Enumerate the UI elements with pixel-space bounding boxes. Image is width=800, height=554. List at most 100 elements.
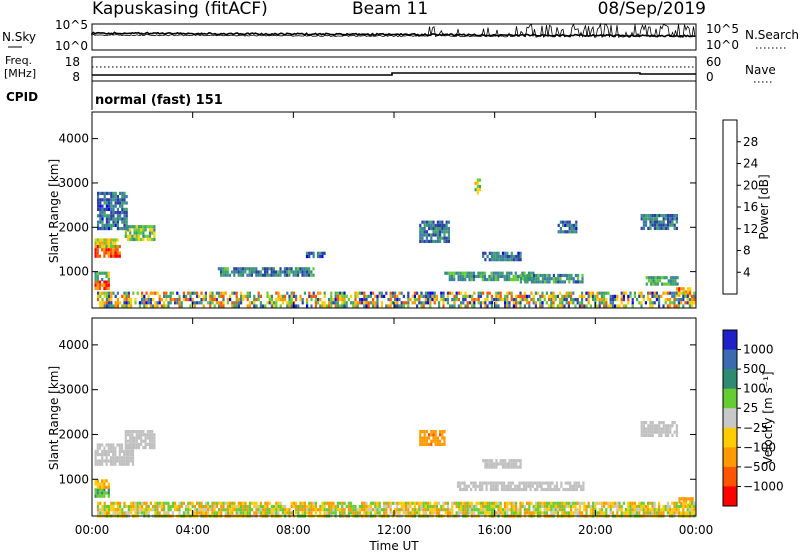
data-cell [565,504,568,509]
data-cell [125,301,128,305]
data-cell [367,511,370,515]
data-cell [661,282,664,286]
data-cell [367,504,370,509]
data-cell [455,504,458,509]
data-cell [180,501,183,505]
data-cell [428,433,431,437]
data-cell [132,508,135,512]
data-cell [242,511,245,515]
data-cell [655,298,658,302]
data-cell [422,511,425,515]
data-cell [103,504,106,509]
data-cell [246,304,249,308]
data-cell [259,501,262,505]
data-cell [538,481,541,485]
data-cell [686,504,689,509]
data-cell [453,274,456,278]
data-cell [508,254,511,259]
data-cell [314,504,317,509]
data-cell [107,459,110,463]
data-cell [129,453,132,457]
data-cell [557,277,560,281]
data-cell [288,273,291,277]
data-cell [651,508,654,512]
data-cell [689,497,692,501]
data-cell [378,508,381,512]
data-cell [108,508,111,512]
data-cell [466,301,469,305]
data-cell [121,211,124,215]
data-cell [457,298,460,302]
data-cell [541,304,544,308]
data-cell [464,511,467,515]
data-cell [176,504,179,509]
data-cell [583,504,586,509]
data-cell [97,195,100,199]
data-cell [215,301,218,305]
data-cell [248,270,251,274]
data-cell [131,433,134,437]
data-cell [211,301,214,305]
data-cell [101,244,104,248]
data-cell [446,294,449,298]
data-cell [141,511,144,515]
data-cell [541,277,544,281]
data-cell [277,294,280,298]
data-cell [321,304,324,308]
data-cell [244,504,247,509]
data-cell [105,238,108,242]
data-cell [400,508,403,512]
data-cell [116,251,119,255]
data-cell [633,508,636,512]
data-cell [430,239,433,243]
data-cell [532,301,535,305]
data-cell [142,433,145,437]
data-cell [136,504,139,509]
data-cell [642,424,645,428]
data-cell [444,501,447,505]
data-cell [135,430,138,434]
y-tick-label: 2000 [58,427,89,441]
data-cell [504,511,507,515]
data-cell [354,511,357,515]
data-cell [430,430,433,434]
data-cell [144,225,147,229]
data-cell [488,508,491,512]
data-cell [439,439,442,443]
data-cell [229,294,232,298]
data-cell [94,274,97,278]
data-cell [376,294,379,298]
data-cell [211,291,214,295]
data-cell [530,271,533,275]
data-cell [438,304,441,308]
data-cell [492,484,495,488]
data-cell [592,508,595,512]
data-cell [614,501,617,505]
data-cell [394,298,397,302]
data-cell [109,244,113,248]
data-cell [459,484,462,488]
data-cell [538,484,541,488]
data-cell [523,291,526,295]
data-cell [235,301,238,305]
data-cell [107,241,110,245]
data-cell [321,508,324,512]
data-cell [517,511,520,515]
data-cell [405,511,408,515]
data-cell [341,304,344,308]
data-cell [103,191,106,195]
data-cell [563,304,566,308]
data-cell [312,254,315,259]
data-cell [449,304,452,308]
data-cell [579,280,582,284]
data-cell [483,271,487,275]
data-cell [582,484,585,488]
data-cell [167,301,170,305]
data-cell [146,234,149,238]
data-cell [264,504,267,509]
data-cell [429,301,432,305]
data-cell [451,298,454,302]
data-cell [605,291,608,295]
data-cell [294,270,297,274]
data-cell [650,279,653,283]
